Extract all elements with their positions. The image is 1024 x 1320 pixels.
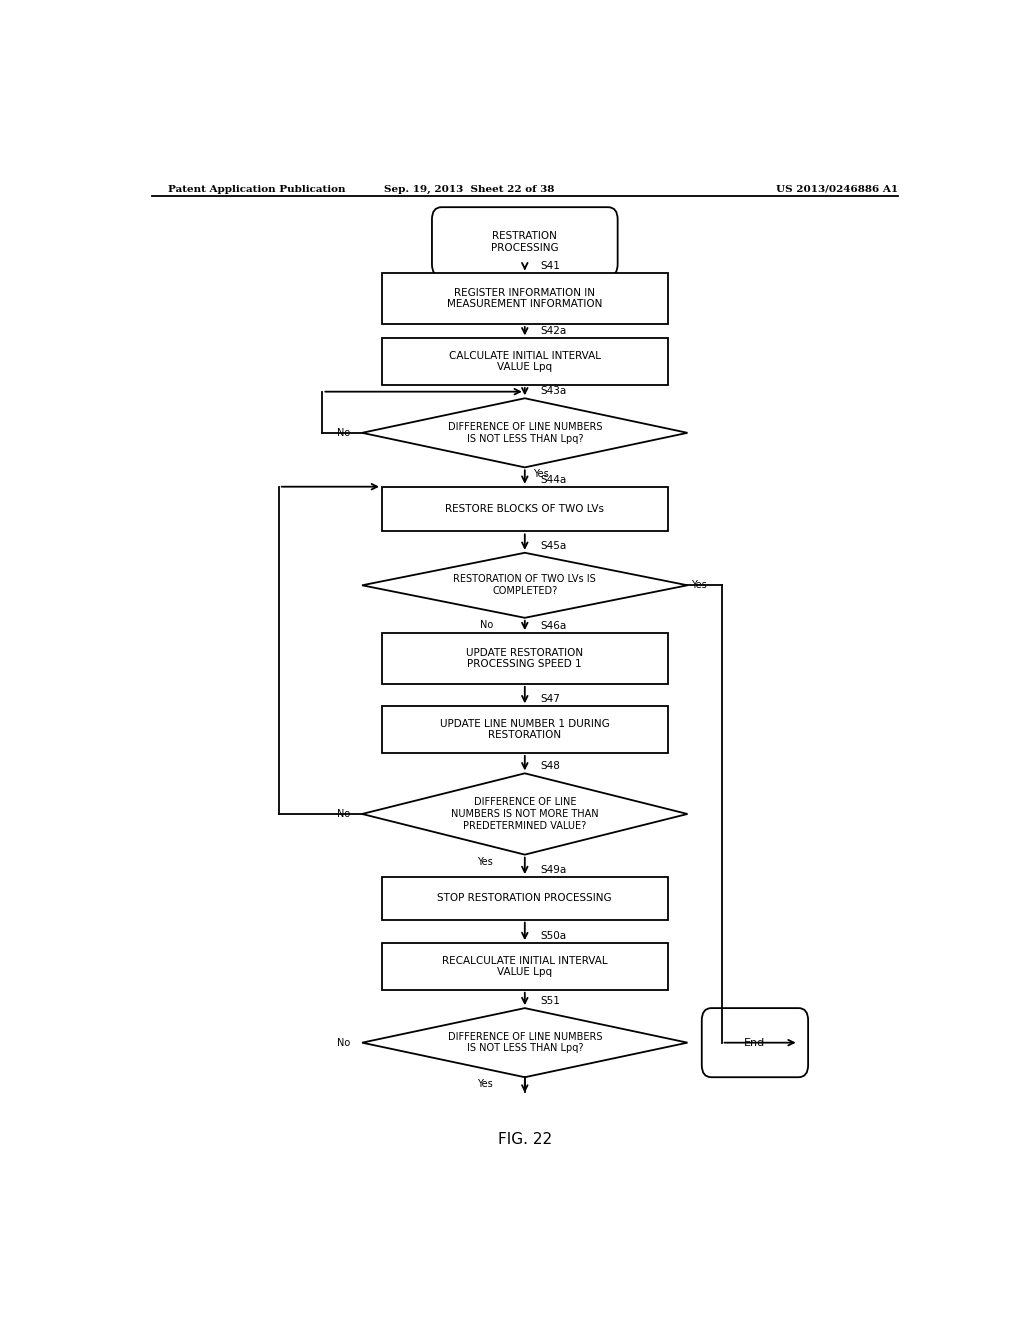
Polygon shape bbox=[362, 774, 687, 854]
FancyBboxPatch shape bbox=[382, 942, 668, 990]
Text: S45a: S45a bbox=[541, 541, 567, 550]
Text: CALCULATE INITIAL INTERVAL
VALUE Lpq: CALCULATE INITIAL INTERVAL VALUE Lpq bbox=[449, 351, 601, 372]
Text: Yes: Yes bbox=[691, 581, 708, 590]
Text: DIFFERENCE OF LINE NUMBERS
IS NOT LESS THAN Lpq?: DIFFERENCE OF LINE NUMBERS IS NOT LESS T… bbox=[447, 422, 602, 444]
FancyBboxPatch shape bbox=[432, 207, 617, 276]
Text: S41: S41 bbox=[541, 261, 560, 271]
Text: No: No bbox=[480, 620, 494, 630]
FancyBboxPatch shape bbox=[382, 706, 668, 752]
Text: S46a: S46a bbox=[541, 620, 567, 631]
Text: No: No bbox=[337, 1038, 350, 1048]
Text: No: No bbox=[337, 809, 350, 818]
Text: UPDATE LINE NUMBER 1 DURING
RESTORATION: UPDATE LINE NUMBER 1 DURING RESTORATION bbox=[440, 719, 609, 741]
Text: RESTORATION OF TWO LVs IS
COMPLETED?: RESTORATION OF TWO LVs IS COMPLETED? bbox=[454, 574, 596, 597]
Text: RECALCULATE INITIAL INTERVAL
VALUE Lpq: RECALCULATE INITIAL INTERVAL VALUE Lpq bbox=[442, 956, 607, 977]
Text: STOP RESTORATION PROCESSING: STOP RESTORATION PROCESSING bbox=[437, 894, 612, 903]
Text: Yes: Yes bbox=[477, 1080, 494, 1089]
Text: Patent Application Publication: Patent Application Publication bbox=[168, 185, 345, 194]
Text: UPDATE RESTORATION
PROCESSING SPEED 1: UPDATE RESTORATION PROCESSING SPEED 1 bbox=[466, 648, 584, 669]
Text: S47: S47 bbox=[541, 694, 560, 704]
Text: RESTORE BLOCKS OF TWO LVs: RESTORE BLOCKS OF TWO LVs bbox=[445, 504, 604, 513]
Polygon shape bbox=[362, 553, 687, 618]
FancyBboxPatch shape bbox=[382, 487, 668, 532]
Text: No: No bbox=[337, 428, 350, 438]
Text: Yes: Yes bbox=[532, 470, 549, 479]
FancyBboxPatch shape bbox=[701, 1008, 808, 1077]
Text: US 2013/0246886 A1: US 2013/0246886 A1 bbox=[775, 185, 898, 194]
Text: RESTRATION
PROCESSING: RESTRATION PROCESSING bbox=[490, 231, 559, 252]
Text: S49a: S49a bbox=[541, 865, 567, 875]
Polygon shape bbox=[362, 1008, 687, 1077]
Polygon shape bbox=[362, 399, 687, 467]
Text: FIG. 22: FIG. 22 bbox=[498, 1133, 552, 1147]
Text: Yes: Yes bbox=[477, 857, 494, 867]
Text: DIFFERENCE OF LINE
NUMBERS IS NOT MORE THAN
PREDETERMINED VALUE?: DIFFERENCE OF LINE NUMBERS IS NOT MORE T… bbox=[451, 797, 599, 830]
Text: S48: S48 bbox=[541, 762, 560, 771]
Text: S51: S51 bbox=[541, 997, 560, 1006]
Text: S43a: S43a bbox=[541, 387, 567, 396]
FancyBboxPatch shape bbox=[382, 273, 668, 325]
FancyBboxPatch shape bbox=[382, 338, 668, 385]
FancyBboxPatch shape bbox=[382, 634, 668, 684]
Text: S42a: S42a bbox=[541, 326, 567, 337]
Text: S44a: S44a bbox=[541, 475, 567, 484]
Text: DIFFERENCE OF LINE NUMBERS
IS NOT LESS THAN Lpq?: DIFFERENCE OF LINE NUMBERS IS NOT LESS T… bbox=[447, 1032, 602, 1053]
Text: End: End bbox=[744, 1038, 766, 1048]
FancyBboxPatch shape bbox=[382, 876, 668, 920]
Text: REGISTER INFORMATION IN
MEASUREMENT INFORMATION: REGISTER INFORMATION IN MEASUREMENT INFO… bbox=[447, 288, 602, 309]
Text: Sep. 19, 2013  Sheet 22 of 38: Sep. 19, 2013 Sheet 22 of 38 bbox=[384, 185, 554, 194]
Text: S50a: S50a bbox=[541, 931, 567, 941]
